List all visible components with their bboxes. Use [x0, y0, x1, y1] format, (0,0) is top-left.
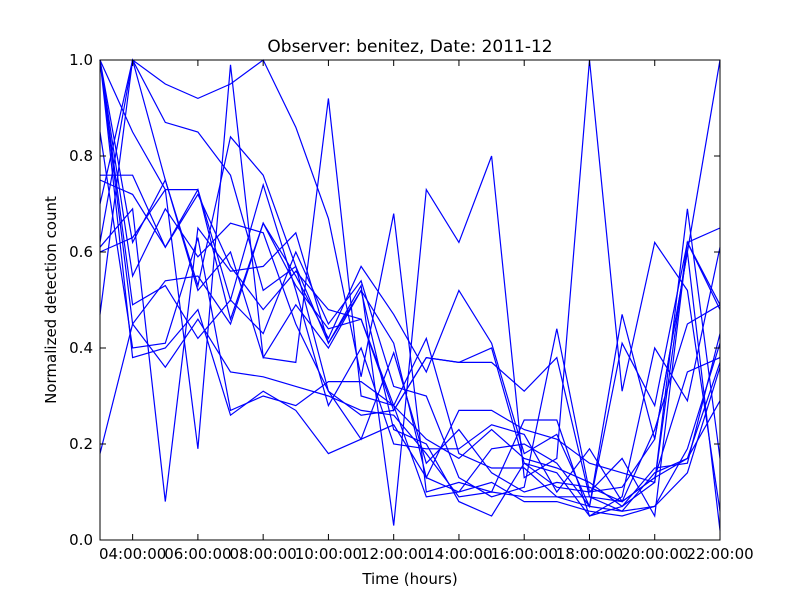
series-line-5 [99, 58, 721, 517]
y-tick-label: 0.4 [69, 339, 93, 357]
series-line-9 [99, 207, 721, 502]
y-axis-label: Normalized detection count [42, 196, 60, 404]
y-tick-label: 0.6 [69, 243, 93, 261]
x-tick-label: 04:00:00 [99, 545, 166, 563]
chart-title: Observer: benitez, Date: 2011-12 [267, 37, 552, 57]
series-line-4 [99, 59, 721, 508]
series-line-11 [99, 59, 721, 517]
x-axis-ticks: 04:00:0006:00:0008:00:0010:00:0012:00:00… [99, 60, 754, 563]
series-line-7 [99, 59, 721, 518]
x-tick-label: 18:00:00 [556, 545, 623, 563]
y-tick-label: 1.0 [69, 51, 93, 69]
y-axis-ticks: 0.0 0.2 0.4 0.6 0.8 1.0 [69, 51, 720, 549]
series-line-15 [99, 182, 721, 503]
x-tick-label: 10:00:00 [295, 545, 362, 563]
y-tick-label: 0.0 [69, 531, 93, 549]
y-tick-label: 0.2 [69, 435, 93, 453]
x-tick-label: 22:00:00 [686, 545, 753, 563]
x-axis-label: Time (hours) [361, 570, 457, 588]
x-tick-label: 06:00:00 [164, 545, 231, 563]
plot-frame [99, 59, 721, 541]
series-line-12 [99, 59, 721, 531]
y-tick-label: 0.8 [69, 147, 93, 165]
series-line-14 [99, 59, 721, 512]
x-tick-label: 20:00:00 [621, 545, 688, 563]
x-tick-label: 08:00:00 [229, 545, 296, 563]
series-layer [99, 58, 721, 531]
x-tick-label: 12:00:00 [360, 545, 427, 563]
x-tick-label: 16:00:00 [491, 545, 558, 563]
x-tick-label: 14:00:00 [425, 545, 492, 563]
